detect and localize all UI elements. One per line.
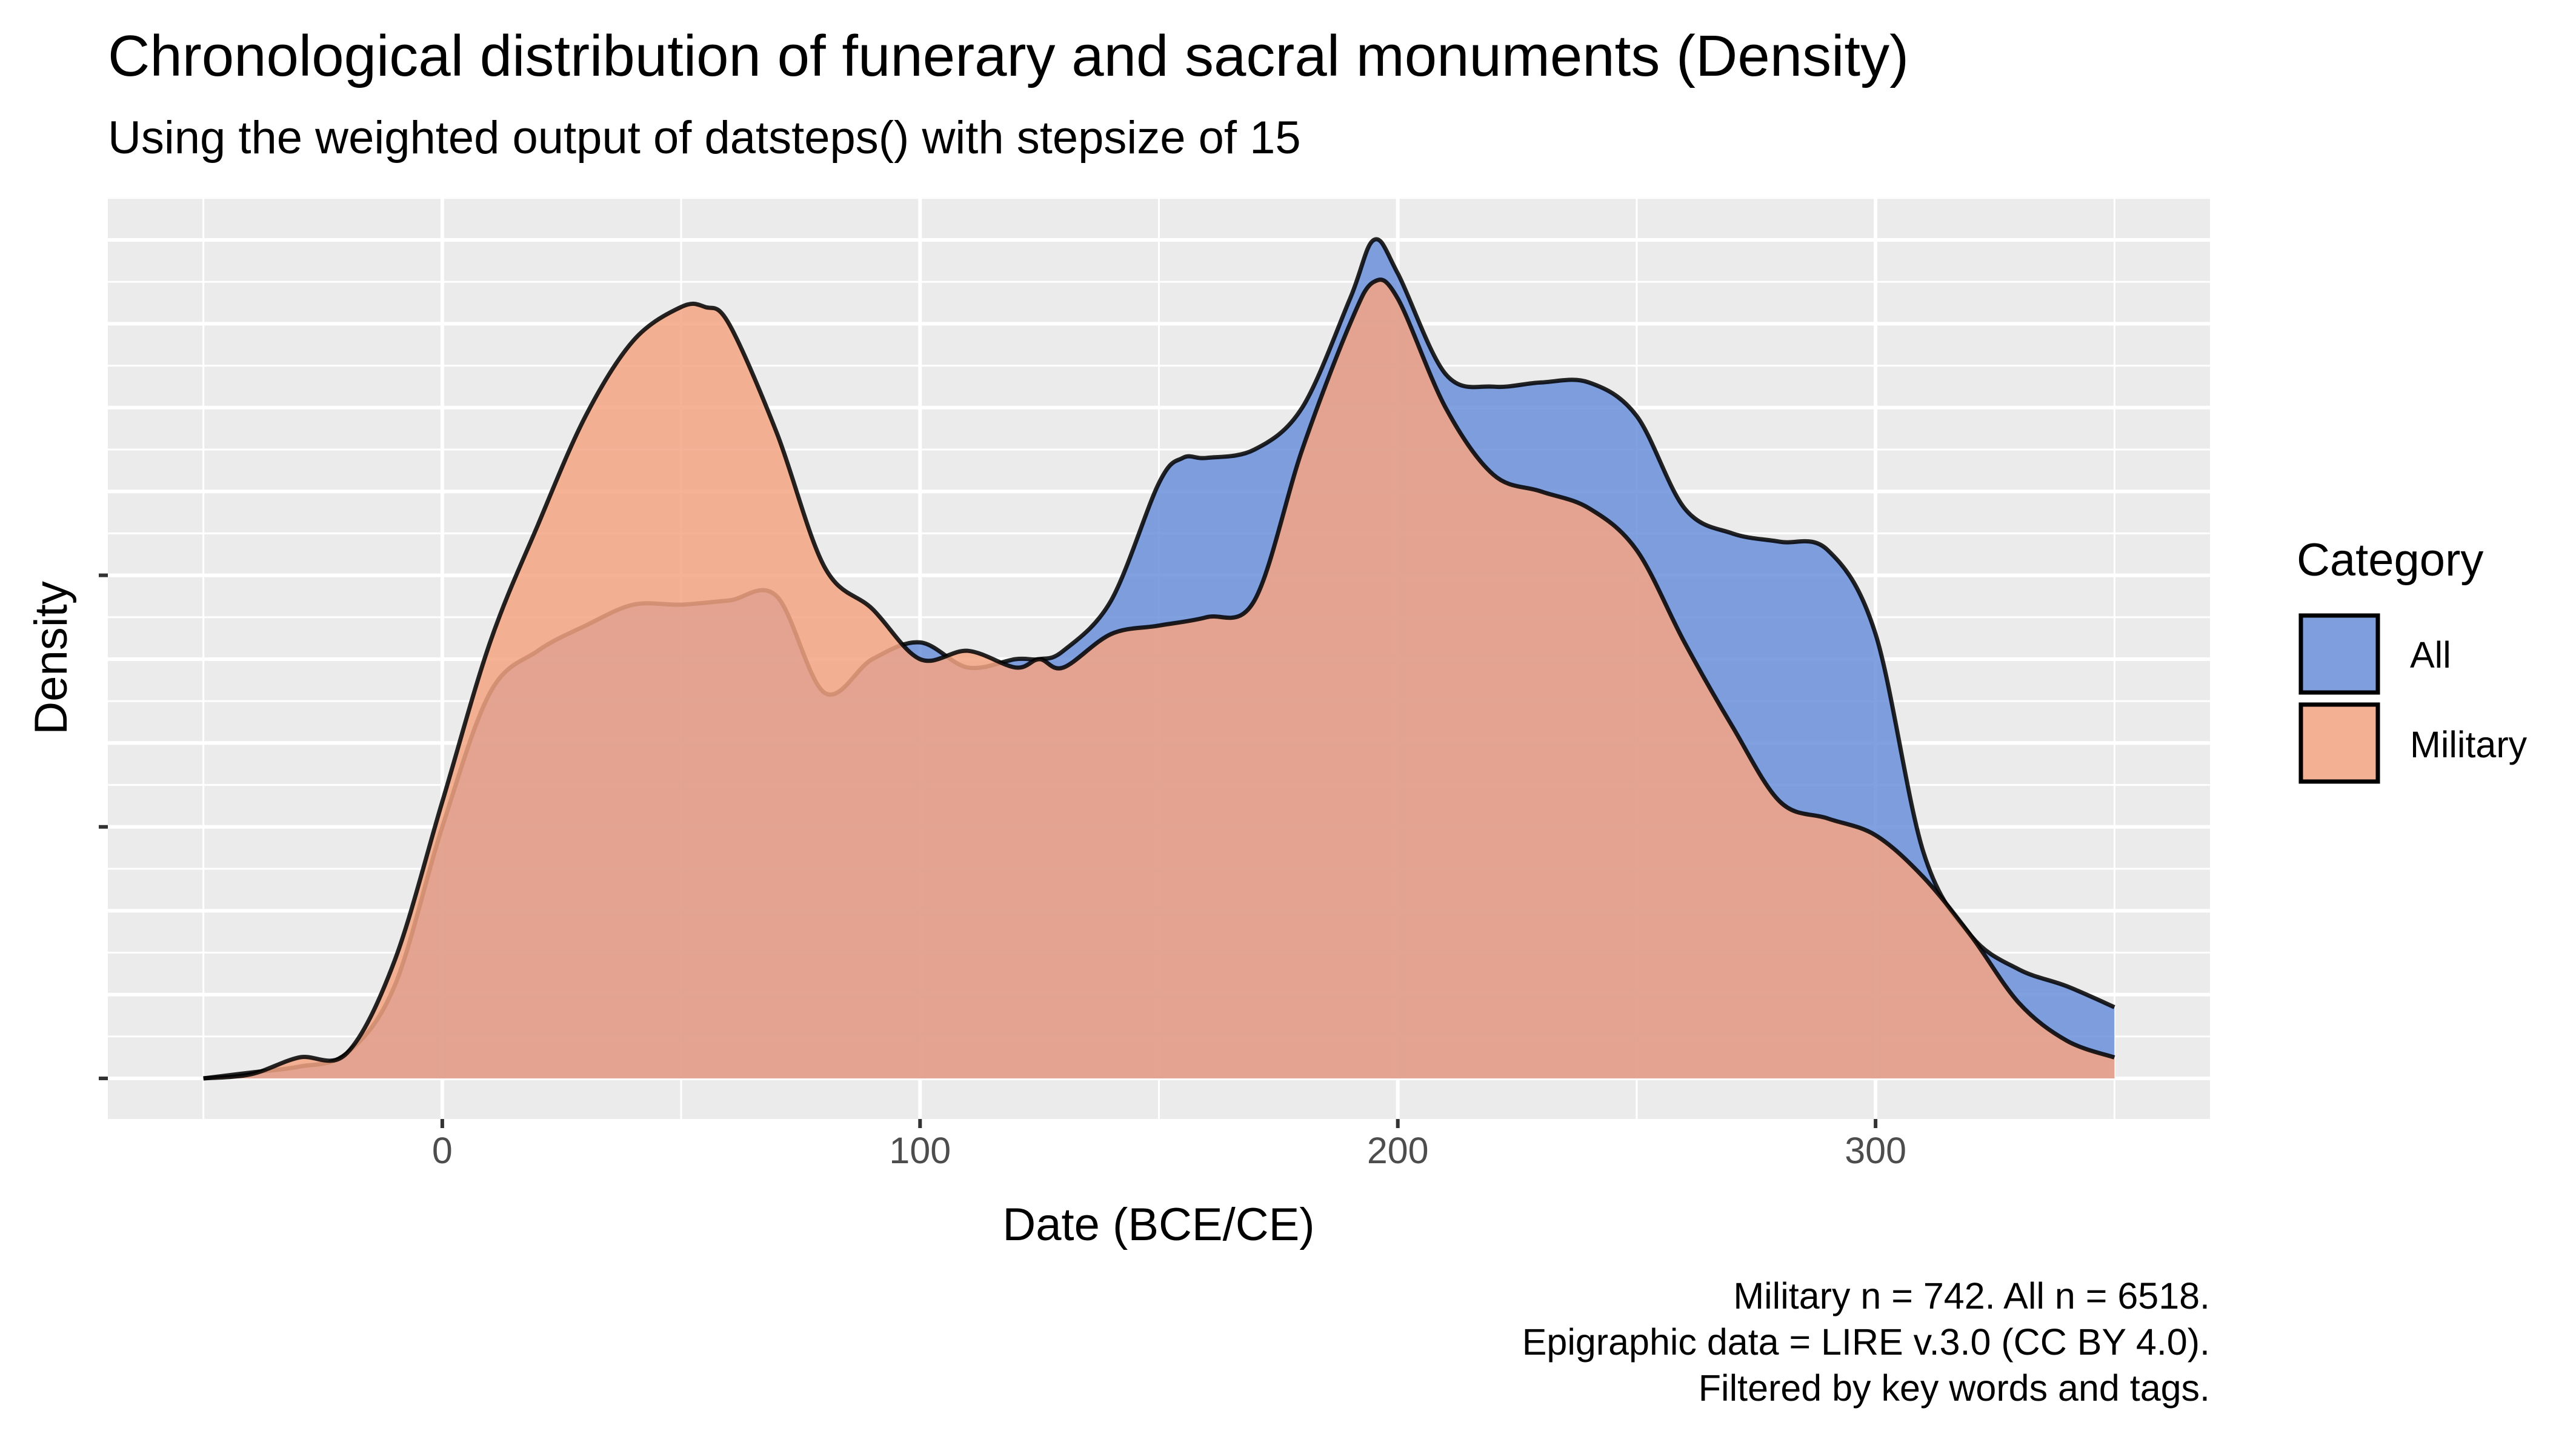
density-areas [203, 237, 2115, 1081]
x-axis-ticks: 0 100 200 300 [432, 1119, 1906, 1171]
legend-label-military: Military [2410, 724, 2528, 765]
x-tick-label: 200 [1367, 1130, 1429, 1171]
x-tick-label: 0 [432, 1130, 453, 1171]
caption-line-1: Military n = 742. All n = 6518. [1733, 1275, 2210, 1316]
chart-subtitle: Using the weighted output of datsteps() … [108, 112, 1301, 164]
x-tick-label: 300 [1845, 1130, 1906, 1171]
y-axis-ticks [99, 573, 108, 1080]
legend-label-all: All [2410, 634, 2451, 676]
chart-title: Chronological distribution of funerary a… [108, 24, 1909, 88]
legend: Category All Military [2297, 534, 2528, 784]
density-line-military [203, 277, 2115, 1081]
y-axis-title: Density [25, 581, 77, 734]
caption: Military n = 742. All n = 6518. Epigraph… [1522, 1275, 2210, 1409]
legend-swatch-military [2298, 702, 2380, 784]
legend-swatch-all [2298, 613, 2380, 695]
caption-line-3: Filtered by key words and tags. [1699, 1367, 2210, 1409]
legend-title: Category [2297, 534, 2483, 586]
density-area-military [203, 279, 2115, 1078]
x-axis-title: Date (BCE/CE) [1002, 1199, 1314, 1250]
x-tick-label: 100 [889, 1130, 951, 1171]
caption-line-2: Epigraphic data = LIRE v.3.0 (CC BY 4.0)… [1522, 1321, 2210, 1363]
